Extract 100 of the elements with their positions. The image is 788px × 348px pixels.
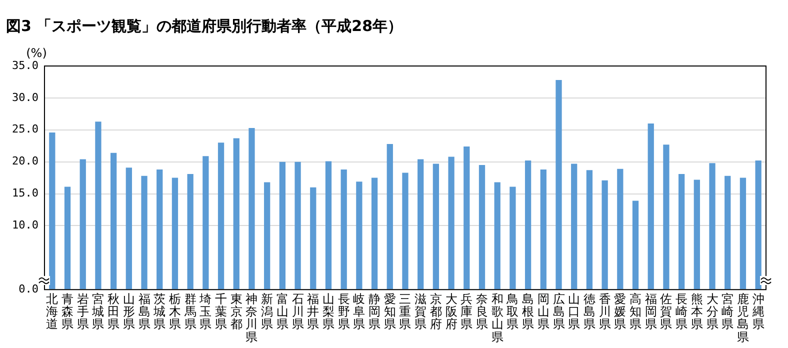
x-tick-label: 奈良県 bbox=[476, 292, 488, 332]
x-tick-label: 京都府 bbox=[430, 292, 442, 332]
y-tick-label: 30.0 bbox=[12, 90, 38, 104]
y-tick-label: 10.0 bbox=[12, 218, 38, 232]
bar bbox=[510, 186, 516, 290]
bar bbox=[694, 180, 700, 290]
x-tick-label: 福島県 bbox=[138, 292, 150, 332]
y-tick-label: 20.0 bbox=[12, 154, 38, 168]
bar bbox=[386, 144, 393, 290]
x-tick-label: 兵庫県 bbox=[460, 292, 473, 332]
x-tick-label: 大阪府 bbox=[445, 292, 458, 332]
bar bbox=[617, 168, 624, 290]
x-tick-label: 栃木県 bbox=[168, 292, 181, 332]
bar bbox=[540, 169, 546, 290]
bar bbox=[49, 132, 56, 290]
x-tick-label: 茨城県 bbox=[152, 292, 166, 332]
bar bbox=[556, 80, 562, 290]
bar bbox=[602, 180, 608, 290]
x-tick-label: 愛媛県 bbox=[614, 292, 626, 332]
x-tick-label: 岡山県 bbox=[537, 292, 550, 332]
x-tick-label: 神奈川県 bbox=[246, 292, 258, 344]
bar bbox=[202, 156, 209, 290]
x-tick-label: 静岡県 bbox=[368, 292, 381, 332]
x-tick-label: 熊本県 bbox=[690, 292, 703, 332]
x-tick-label: 青森県 bbox=[62, 292, 74, 332]
x-tick-label: 山形県 bbox=[122, 292, 135, 332]
y-tick-label: 35.0 bbox=[12, 58, 38, 72]
bar bbox=[663, 144, 670, 290]
bar bbox=[478, 165, 486, 290]
x-tick-label: 三重県 bbox=[399, 292, 412, 332]
x-tick-label: 石川県 bbox=[292, 292, 304, 332]
bar bbox=[356, 182, 362, 290]
x-tick-label: 和歌山県 bbox=[491, 292, 504, 344]
x-tick-label: 埼玉県 bbox=[198, 292, 212, 332]
x-tick-label: 沖縄県 bbox=[751, 292, 764, 332]
x-tick-label: 富山県 bbox=[276, 292, 288, 332]
bar bbox=[310, 187, 316, 290]
x-tick-label: 秋田県 bbox=[108, 292, 120, 332]
x-tick-label: 鹿児島県 bbox=[736, 292, 749, 344]
bar bbox=[418, 159, 424, 290]
x-tick-label: 広島県 bbox=[552, 292, 565, 332]
bar bbox=[218, 142, 224, 290]
bar bbox=[524, 160, 532, 290]
bar bbox=[64, 186, 71, 290]
x-tick-label: 福井県 bbox=[307, 292, 320, 332]
x-tick-label: 大分県 bbox=[706, 292, 718, 332]
bar bbox=[371, 178, 378, 290]
x-tick-label: 長野県 bbox=[338, 292, 350, 332]
x-tick-label: 北海道 bbox=[46, 292, 58, 332]
bar bbox=[233, 138, 240, 290]
bar bbox=[264, 182, 270, 290]
x-tick-label: 東京都 bbox=[230, 292, 242, 332]
bar bbox=[156, 169, 163, 290]
bar bbox=[586, 170, 593, 290]
x-tick-label: 福岡県 bbox=[644, 292, 657, 332]
x-tick-label: 佐賀県 bbox=[660, 292, 672, 332]
bar bbox=[448, 156, 454, 290]
bar bbox=[724, 176, 731, 290]
x-tick-label: 山口県 bbox=[568, 292, 580, 332]
bar bbox=[740, 178, 746, 290]
x-tick-label: 高知県 bbox=[630, 292, 642, 332]
x-tick-label: 宮崎県 bbox=[722, 292, 734, 332]
x-tick-label: 岐阜県 bbox=[353, 292, 366, 332]
bar bbox=[571, 164, 578, 290]
bar bbox=[187, 174, 194, 290]
x-tick-label: 新潟県 bbox=[261, 292, 274, 332]
bar bbox=[294, 162, 301, 290]
y-axis-title: (%) bbox=[26, 46, 47, 60]
y-tick-label: 0.0 bbox=[18, 282, 38, 296]
bar bbox=[325, 161, 332, 290]
bar bbox=[432, 164, 440, 290]
x-tick-label: 千葉県 bbox=[215, 292, 228, 332]
bar bbox=[494, 182, 500, 290]
bar bbox=[279, 162, 286, 290]
bar bbox=[648, 123, 654, 290]
bar bbox=[464, 146, 470, 290]
bar bbox=[141, 176, 148, 290]
x-tick-label: 滋賀県 bbox=[414, 292, 427, 332]
bar bbox=[110, 152, 117, 290]
bar bbox=[172, 178, 178, 290]
x-tick-label: 長崎県 bbox=[676, 292, 688, 332]
bar bbox=[126, 168, 132, 290]
x-tick-label: 愛知県 bbox=[384, 292, 396, 332]
x-tick-label: 鳥取県 bbox=[506, 292, 519, 332]
chart-title: 図3 「スポーツ観覧」の都道府県別行動者率（平成28年） bbox=[6, 16, 403, 35]
x-tick-label: 島根県 bbox=[522, 292, 534, 332]
x-tick-label: 群馬県 bbox=[183, 292, 196, 332]
bar bbox=[340, 169, 347, 290]
bar bbox=[632, 200, 639, 290]
x-tick-label: 香川県 bbox=[598, 292, 611, 332]
x-tick-label: 宮城県 bbox=[91, 292, 104, 332]
y-tick-label: 25.0 bbox=[12, 122, 38, 136]
bar bbox=[755, 160, 762, 290]
bar bbox=[678, 174, 685, 290]
bar bbox=[402, 172, 408, 290]
bar bbox=[95, 122, 102, 290]
x-tick-label: 山梨県 bbox=[322, 292, 334, 332]
bar bbox=[80, 159, 86, 290]
x-tick-label: 岩手県 bbox=[76, 292, 89, 332]
bar bbox=[248, 128, 255, 290]
